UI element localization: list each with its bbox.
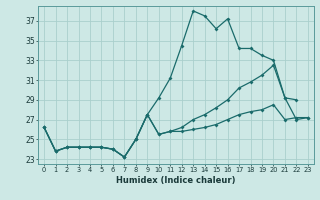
- X-axis label: Humidex (Indice chaleur): Humidex (Indice chaleur): [116, 176, 236, 185]
